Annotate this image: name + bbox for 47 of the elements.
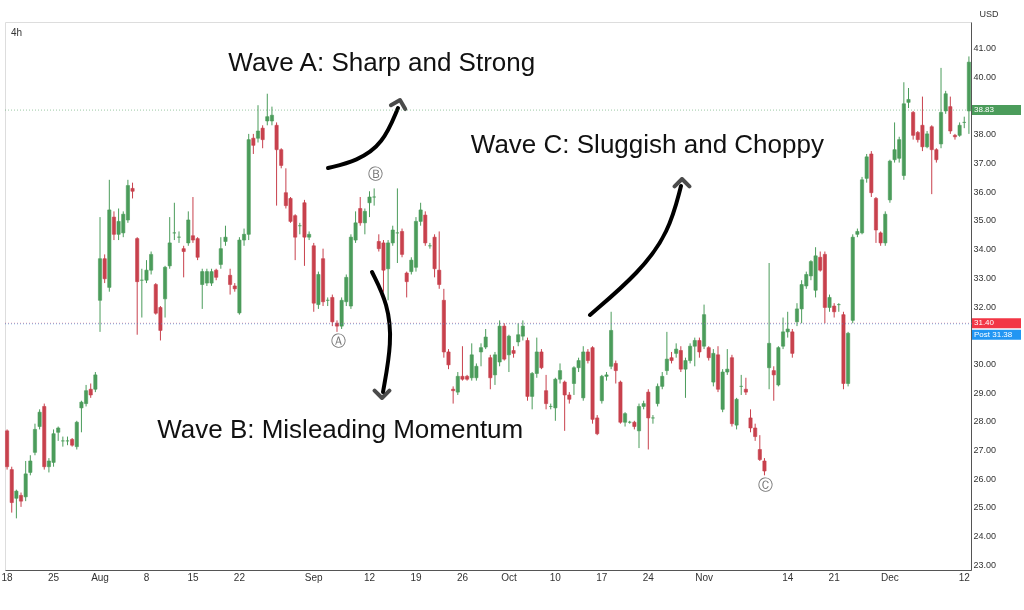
y-tick-label: 29.00 (973, 387, 997, 398)
x-tick-label: 24 (642, 571, 655, 583)
x-tick-label: 26 (456, 571, 469, 583)
y-axis-title: USD (979, 8, 999, 19)
x-tick-label: Dec (881, 571, 899, 583)
x-tick-label: 19 (410, 571, 422, 583)
x-tick-label: 25 (47, 571, 60, 583)
annotation: Wave C: Sluggish and Choppy (470, 129, 824, 160)
x-tick-label: 21 (828, 571, 841, 583)
y-tick-label: 37.00 (973, 158, 997, 169)
y-tick-label: 25.00 (973, 502, 997, 513)
x-tick-label: Sep (304, 571, 324, 583)
y-tick-label: 30.00 (973, 358, 997, 369)
annotation: Wave A: Sharp and Strong (228, 47, 536, 78)
y-tick-label: 27.00 (973, 445, 997, 455)
y-tick-label: 35.00 (973, 215, 997, 226)
x-tick-label: 14 (782, 571, 794, 583)
ref-line-label: 38.83 (974, 105, 995, 115)
x-tick-label: 15 (187, 571, 199, 583)
y-tick-label: 38.00 (973, 129, 997, 140)
annotation: Ⓒ (757, 476, 773, 495)
x-tick-label: 22 (233, 571, 246, 583)
y-tick-label: 41.00 (973, 43, 997, 54)
x-tick-label: Nov (695, 571, 713, 583)
ref-line-label: 31.40 (974, 318, 995, 328)
y-tick-label: 23.00 (973, 559, 997, 570)
y-tick-label: 26.00 (973, 473, 997, 484)
chart-title: 4h (11, 27, 23, 38)
annotation: Ⓑ (368, 165, 384, 184)
x-tick-label: 18 (1, 571, 14, 583)
x-tick-label: 17 (596, 571, 608, 583)
x-tick-label: 8 (143, 571, 150, 583)
x-tick-label: 12 (363, 571, 376, 583)
x-tick-label: 12 (958, 571, 971, 583)
x-tick-label: Oct (501, 571, 517, 583)
x-tick-label: 10 (549, 571, 562, 583)
y-tick-label: 28.00 (973, 416, 997, 427)
annotation: Wave B: Misleading Momentum (157, 414, 524, 445)
ref-line-label: Post 31.38 (974, 329, 1013, 339)
y-tick-label: 33.00 (973, 272, 997, 283)
y-tick-label: 32.00 (973, 301, 997, 312)
y-tick-label: 24.00 (973, 531, 997, 542)
x-tick-label: Aug (91, 571, 109, 583)
y-tick-label: 34.00 (973, 244, 997, 255)
y-tick-label: 40.00 (973, 72, 997, 83)
y-tick-label: 36.00 (973, 186, 997, 197)
annotation: Ⓐ (330, 331, 346, 350)
